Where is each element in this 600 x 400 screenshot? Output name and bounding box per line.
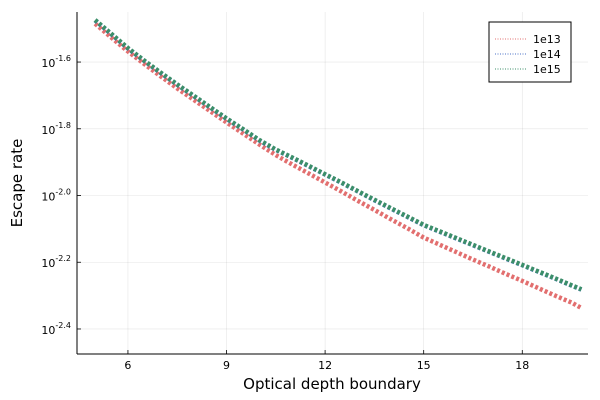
plot-frame <box>76 12 588 355</box>
y-tick-label-2: 10-2.0 <box>41 188 71 204</box>
legend-label-1e15: 1e15 <box>533 63 561 76</box>
x-axis-ticks: 6 9 12 15 18 <box>124 350 529 372</box>
y-tick-label-4: 10-2.4 <box>41 321 71 337</box>
series-layer <box>93 18 583 310</box>
legend-box <box>488 21 572 83</box>
x-axis-title: Optical depth boundary <box>243 375 421 393</box>
y-tick-label-3: 10-2.2 <box>41 254 71 270</box>
y-axis-ticks: 10-1.6 10-1.8 10-2.0 10-2.2 10-2.4 <box>41 54 81 337</box>
y-tick-label-1: 10-1.8 <box>41 121 71 137</box>
x-tick-label-2: 12 <box>318 359 332 372</box>
x-tick-label-4: 18 <box>515 359 529 372</box>
series-line-1e15 <box>93 18 583 292</box>
y-axis-title: Escape rate <box>8 139 26 228</box>
x-tick-label-3: 15 <box>417 359 431 372</box>
y-tick-label-0: 10-1.6 <box>41 54 71 70</box>
x-tick-label-1: 9 <box>223 359 230 372</box>
x-tick-label-0: 6 <box>124 359 131 372</box>
series-line-1e13 <box>93 21 583 310</box>
legend-label-1e13: 1e13 <box>533 33 561 46</box>
grid <box>77 12 588 354</box>
legend-label-1e14: 1e14 <box>533 48 561 61</box>
legend: 1e13 1e14 1e15 <box>488 21 572 83</box>
